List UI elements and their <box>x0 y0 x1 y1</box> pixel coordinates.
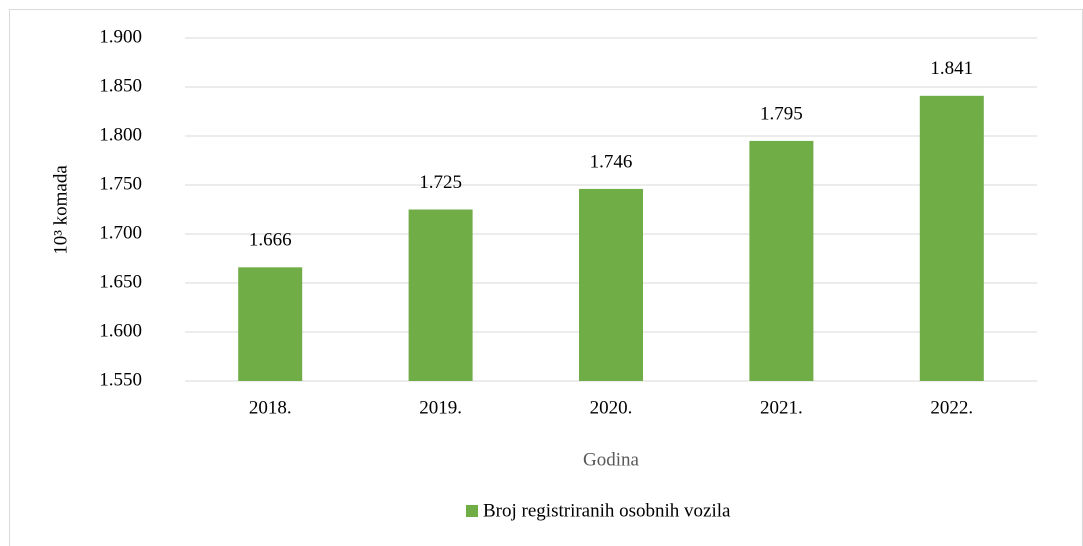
y-tick-label: 1.600 <box>99 320 142 341</box>
bar <box>919 95 984 381</box>
x-tick-label: 2019. <box>419 397 462 418</box>
data-label: 1.841 <box>930 58 973 79</box>
x-tick-label: 2021. <box>760 397 803 418</box>
y-tick-label: 1.750 <box>99 173 142 194</box>
legend-label: Broj registriranih osobnih vozila <box>483 500 731 521</box>
data-label: 1.746 <box>590 151 633 172</box>
x-tick-label: 2018. <box>249 397 292 418</box>
bar <box>408 209 473 381</box>
y-tick-label: 1.550 <box>99 369 142 390</box>
y-tick-label: 1.700 <box>99 222 142 243</box>
data-label: 1.795 <box>760 103 803 124</box>
x-tick-label: 2020. <box>590 397 633 418</box>
data-label: 1.725 <box>419 172 462 193</box>
y-axis-title: 10³ komada <box>50 165 71 255</box>
y-tick-label: 1.650 <box>99 271 142 292</box>
y-tick-label: 1.850 <box>99 75 142 96</box>
data-label: 1.666 <box>249 230 292 251</box>
bar <box>579 188 643 381</box>
legend-swatch <box>466 505 478 517</box>
bar <box>749 140 814 381</box>
x-tick-label: 2022. <box>930 397 973 418</box>
y-tick-label: 1.800 <box>99 124 142 145</box>
x-axis-title: Godina <box>583 449 640 470</box>
y-tick-label: 1.900 <box>99 26 142 47</box>
bar <box>238 267 303 381</box>
